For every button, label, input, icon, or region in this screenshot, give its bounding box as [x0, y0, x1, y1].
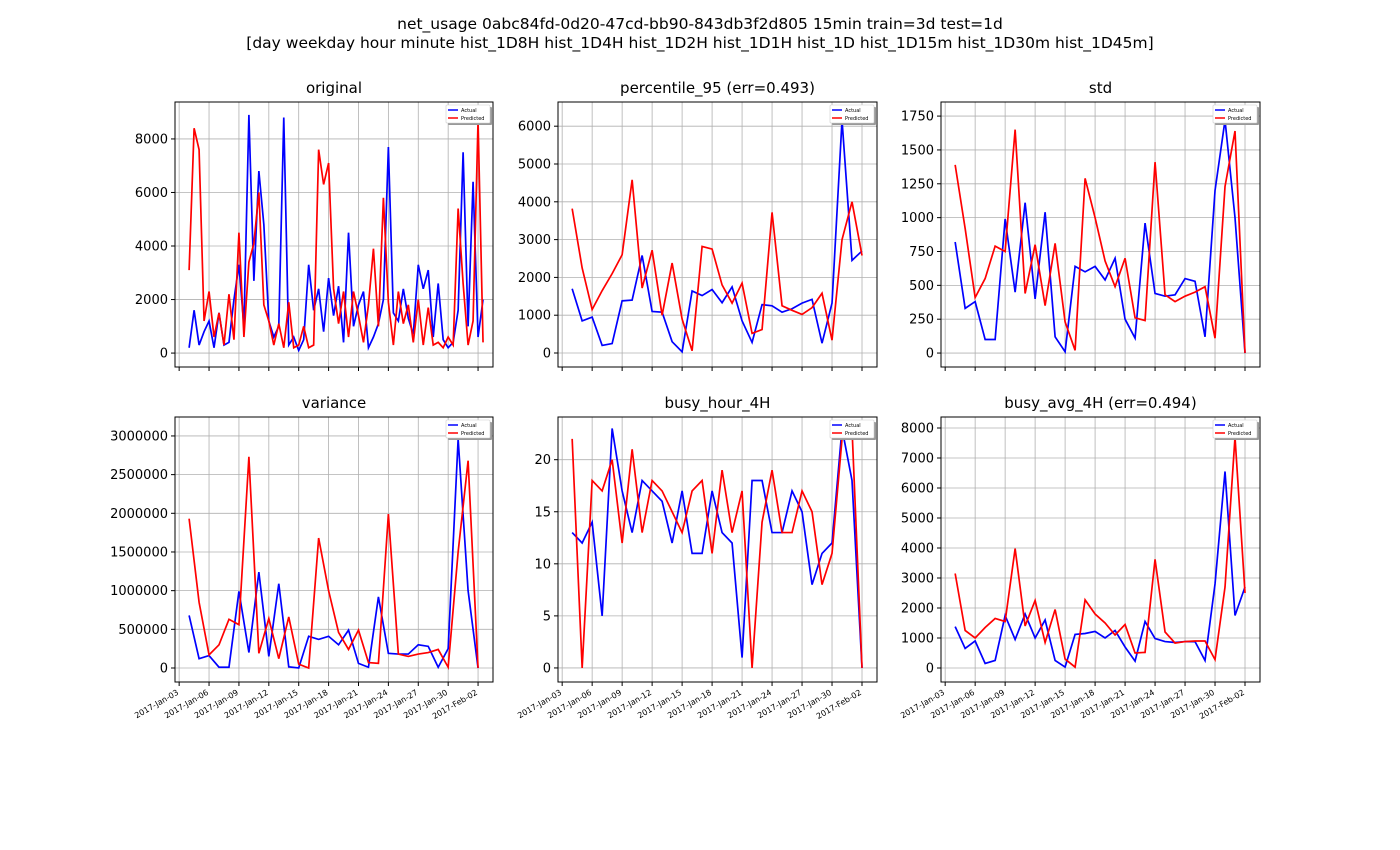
y-tick-label: 1250	[901, 177, 934, 192]
y-tick-label: 750	[909, 245, 934, 260]
legend-label: Predicted	[461, 431, 484, 437]
legend-label: Actual	[845, 108, 861, 114]
legend-label: Predicted	[1228, 116, 1251, 122]
figure-subtitle: [day weekday hour minute hist_1D8H hist_…	[246, 34, 1153, 53]
y-tick-label: 5	[543, 609, 551, 624]
y-tick-label: 1750	[901, 110, 934, 125]
figure-title: net_usage 0abc84fd-0d20-47cd-bb90-843db3…	[397, 15, 1003, 34]
y-tick-label: 1500	[901, 143, 934, 158]
axes-frame	[174, 416, 494, 683]
y-tick-label: 500000	[118, 623, 168, 638]
y-tick-label: 4000	[901, 542, 934, 557]
legend-label: Actual	[845, 423, 861, 429]
y-tick-label: 1000	[901, 211, 934, 226]
y-tick-label: 4000	[518, 195, 551, 210]
legend-label: Actual	[461, 108, 477, 114]
y-tick-label: 7000	[901, 452, 934, 467]
subplot-title: variance	[302, 394, 367, 412]
y-tick-label: 0	[160, 661, 168, 676]
y-tick-label: 2000	[135, 293, 168, 308]
series-line	[954, 471, 1246, 669]
legend-label: Actual	[1228, 108, 1244, 114]
y-tick-label: 3000	[901, 571, 934, 586]
y-tick-label: 6000	[135, 186, 168, 201]
y-tick-label: 3000	[518, 233, 551, 248]
subplot: original 0 2000 4000 6000 8000 Actual Predicted	[135, 79, 494, 371]
series-line	[188, 438, 479, 670]
y-tick-label: 0	[160, 347, 168, 362]
subplot-title: busy_hour_4H	[665, 394, 771, 413]
subplot: percentile_95 (err=0.493) 0 1000 2000 3000 40…	[518, 79, 878, 371]
y-tick-label: 0	[926, 661, 934, 676]
legend-label: Predicted	[845, 431, 868, 437]
subplot-title: std	[1089, 79, 1112, 97]
axes-frame	[940, 101, 1261, 368]
legend-label: Predicted	[1228, 431, 1251, 437]
y-tick-label: 1000000	[110, 584, 168, 599]
series-line	[954, 129, 1246, 354]
y-tick-label: 10	[534, 557, 551, 572]
y-tick-label: 2500000	[110, 468, 168, 483]
y-tick-label: 1000	[901, 631, 934, 646]
y-tick-label: 1500000	[110, 545, 168, 560]
y-tick-label: 0	[543, 347, 551, 362]
axes-frame	[940, 416, 1261, 683]
y-tick-label: 6000	[901, 482, 934, 497]
series-line	[571, 426, 863, 668]
legend-label: Actual	[1228, 423, 1244, 429]
y-tick-label: 1000	[518, 309, 551, 324]
legend-label: Predicted	[845, 116, 868, 122]
y-tick-label: 5000	[901, 512, 934, 527]
series-line	[188, 120, 484, 350]
y-tick-label: 2000	[518, 271, 551, 286]
axes-frame	[557, 101, 878, 368]
y-tick-label: 8000	[901, 422, 934, 437]
y-tick-label: 8000	[135, 132, 168, 147]
y-tick-label: 20	[534, 453, 551, 468]
subplot-title: percentile_95 (err=0.493)	[620, 79, 815, 98]
legend-label: Actual	[461, 423, 477, 429]
y-tick-label: 0	[543, 661, 551, 676]
series-line	[954, 436, 1246, 669]
y-tick-label: 250	[909, 313, 934, 328]
subplot: std 0 250 500 750 1000 1250 1500 1750 Actual Predi…	[901, 79, 1261, 371]
y-tick-label: 2000000	[110, 507, 168, 522]
axes-frame	[557, 416, 878, 683]
y-tick-label: 0	[926, 347, 934, 362]
axes-frame	[174, 101, 494, 368]
series-line	[188, 456, 479, 671]
y-tick-label: 4000	[135, 240, 168, 255]
y-tick-label: 5000	[518, 157, 551, 172]
series-line	[571, 179, 863, 351]
legend-label: Predicted	[461, 116, 484, 122]
y-tick-label: 500	[909, 279, 934, 294]
subplot-title: original	[306, 79, 362, 97]
subplot-title: busy_avg_4H (err=0.494)	[1004, 394, 1196, 413]
y-tick-label: 6000	[518, 120, 551, 135]
y-tick-label: 15	[534, 505, 551, 520]
y-tick-label: 2000	[901, 601, 934, 616]
y-tick-label: 3000000	[110, 429, 168, 444]
